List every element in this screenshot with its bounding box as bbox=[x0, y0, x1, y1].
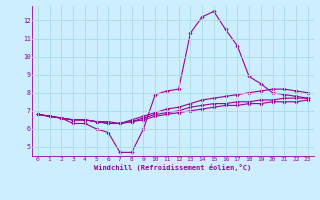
X-axis label: Windchill (Refroidissement éolien,°C): Windchill (Refroidissement éolien,°C) bbox=[94, 164, 252, 171]
